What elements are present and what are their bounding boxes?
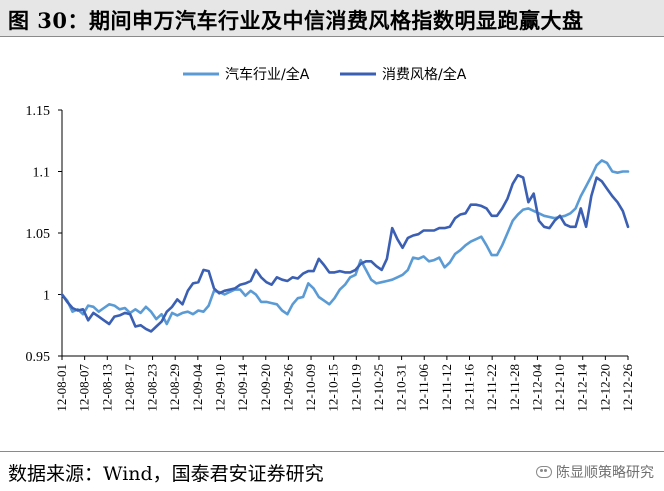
- x-tick-label: 12-08-29: [167, 364, 182, 412]
- series-line-1: [60, 159, 630, 326]
- x-tick-label: 12-12-10: [552, 364, 567, 412]
- y-tick-label: 1.1: [33, 166, 51, 181]
- x-tick-label: 12-11-12: [439, 364, 454, 411]
- x-tick-label: 12-11-22: [484, 364, 499, 411]
- x-tick-label: 12-09-04: [190, 364, 205, 412]
- x-tick-label: 12-09-20: [258, 364, 273, 412]
- wechat-icon: [536, 466, 552, 478]
- x-tick-label: 12-12-20: [597, 364, 612, 412]
- y-tick-label: 0.95: [26, 350, 51, 365]
- series-line-2: [60, 173, 630, 333]
- x-tick-label: 12-09-26: [280, 364, 295, 412]
- title-divider: [0, 36, 664, 37]
- x-tick-label: 12-12-04: [529, 364, 544, 412]
- watermark-text: 陈显顺策略研究: [556, 465, 654, 481]
- legend-label-1: 汽车行业/全A: [225, 66, 310, 83]
- x-tick-label: 12-10-09: [303, 364, 318, 412]
- y-tick-label: 1.05: [26, 227, 51, 242]
- source-note: 数据来源：Wind，国泰君安证券研究: [8, 463, 324, 485]
- watermark: 陈显顺策略研究: [536, 462, 654, 482]
- x-tick-label: 12-11-06: [416, 364, 431, 412]
- title-bar: 图 30：期间申万汽车行业及中信消费风格指数明显跑赢大盘: [0, 0, 664, 36]
- x-tick-label: 12-08-07: [77, 364, 92, 412]
- line-chart: 0.95 1 1.05 1.1 1.15 12-08-01 12-08-07 12-08-13…: [26, 66, 636, 412]
- y-tick-label: 1.15: [26, 104, 51, 119]
- x-tick-label: 12-11-16: [462, 364, 477, 412]
- legend-label-2: 消费风格/全A: [382, 66, 467, 83]
- x-tick-label: 12-08-17: [122, 364, 137, 412]
- x-tick-label: 12-09-14: [235, 364, 250, 412]
- x-tick-label: 12-12-26: [620, 364, 635, 412]
- x-tick-label: 12-10-15: [326, 364, 341, 412]
- x-tick-label: 12-10-19: [348, 364, 363, 412]
- x-tick-label: 12-08-23: [145, 364, 160, 412]
- x-tick-label: 12-11-28: [507, 364, 522, 411]
- x-tick-label: 12-08-01: [54, 364, 69, 412]
- x-tick-label: 12-10-31: [394, 364, 409, 412]
- x-tick-label: 12-12-14: [575, 364, 590, 412]
- x-tick-label: 12-09-10: [212, 364, 227, 412]
- y-tick-label: 1: [43, 289, 50, 304]
- figure-title: 图 30：期间申万汽车行业及中信消费风格指数明显跑赢大盘: [8, 8, 584, 33]
- source-divider: [0, 451, 664, 452]
- x-tick-label: 12-10-25: [371, 364, 386, 412]
- x-tick-label: 12-08-13: [99, 364, 114, 412]
